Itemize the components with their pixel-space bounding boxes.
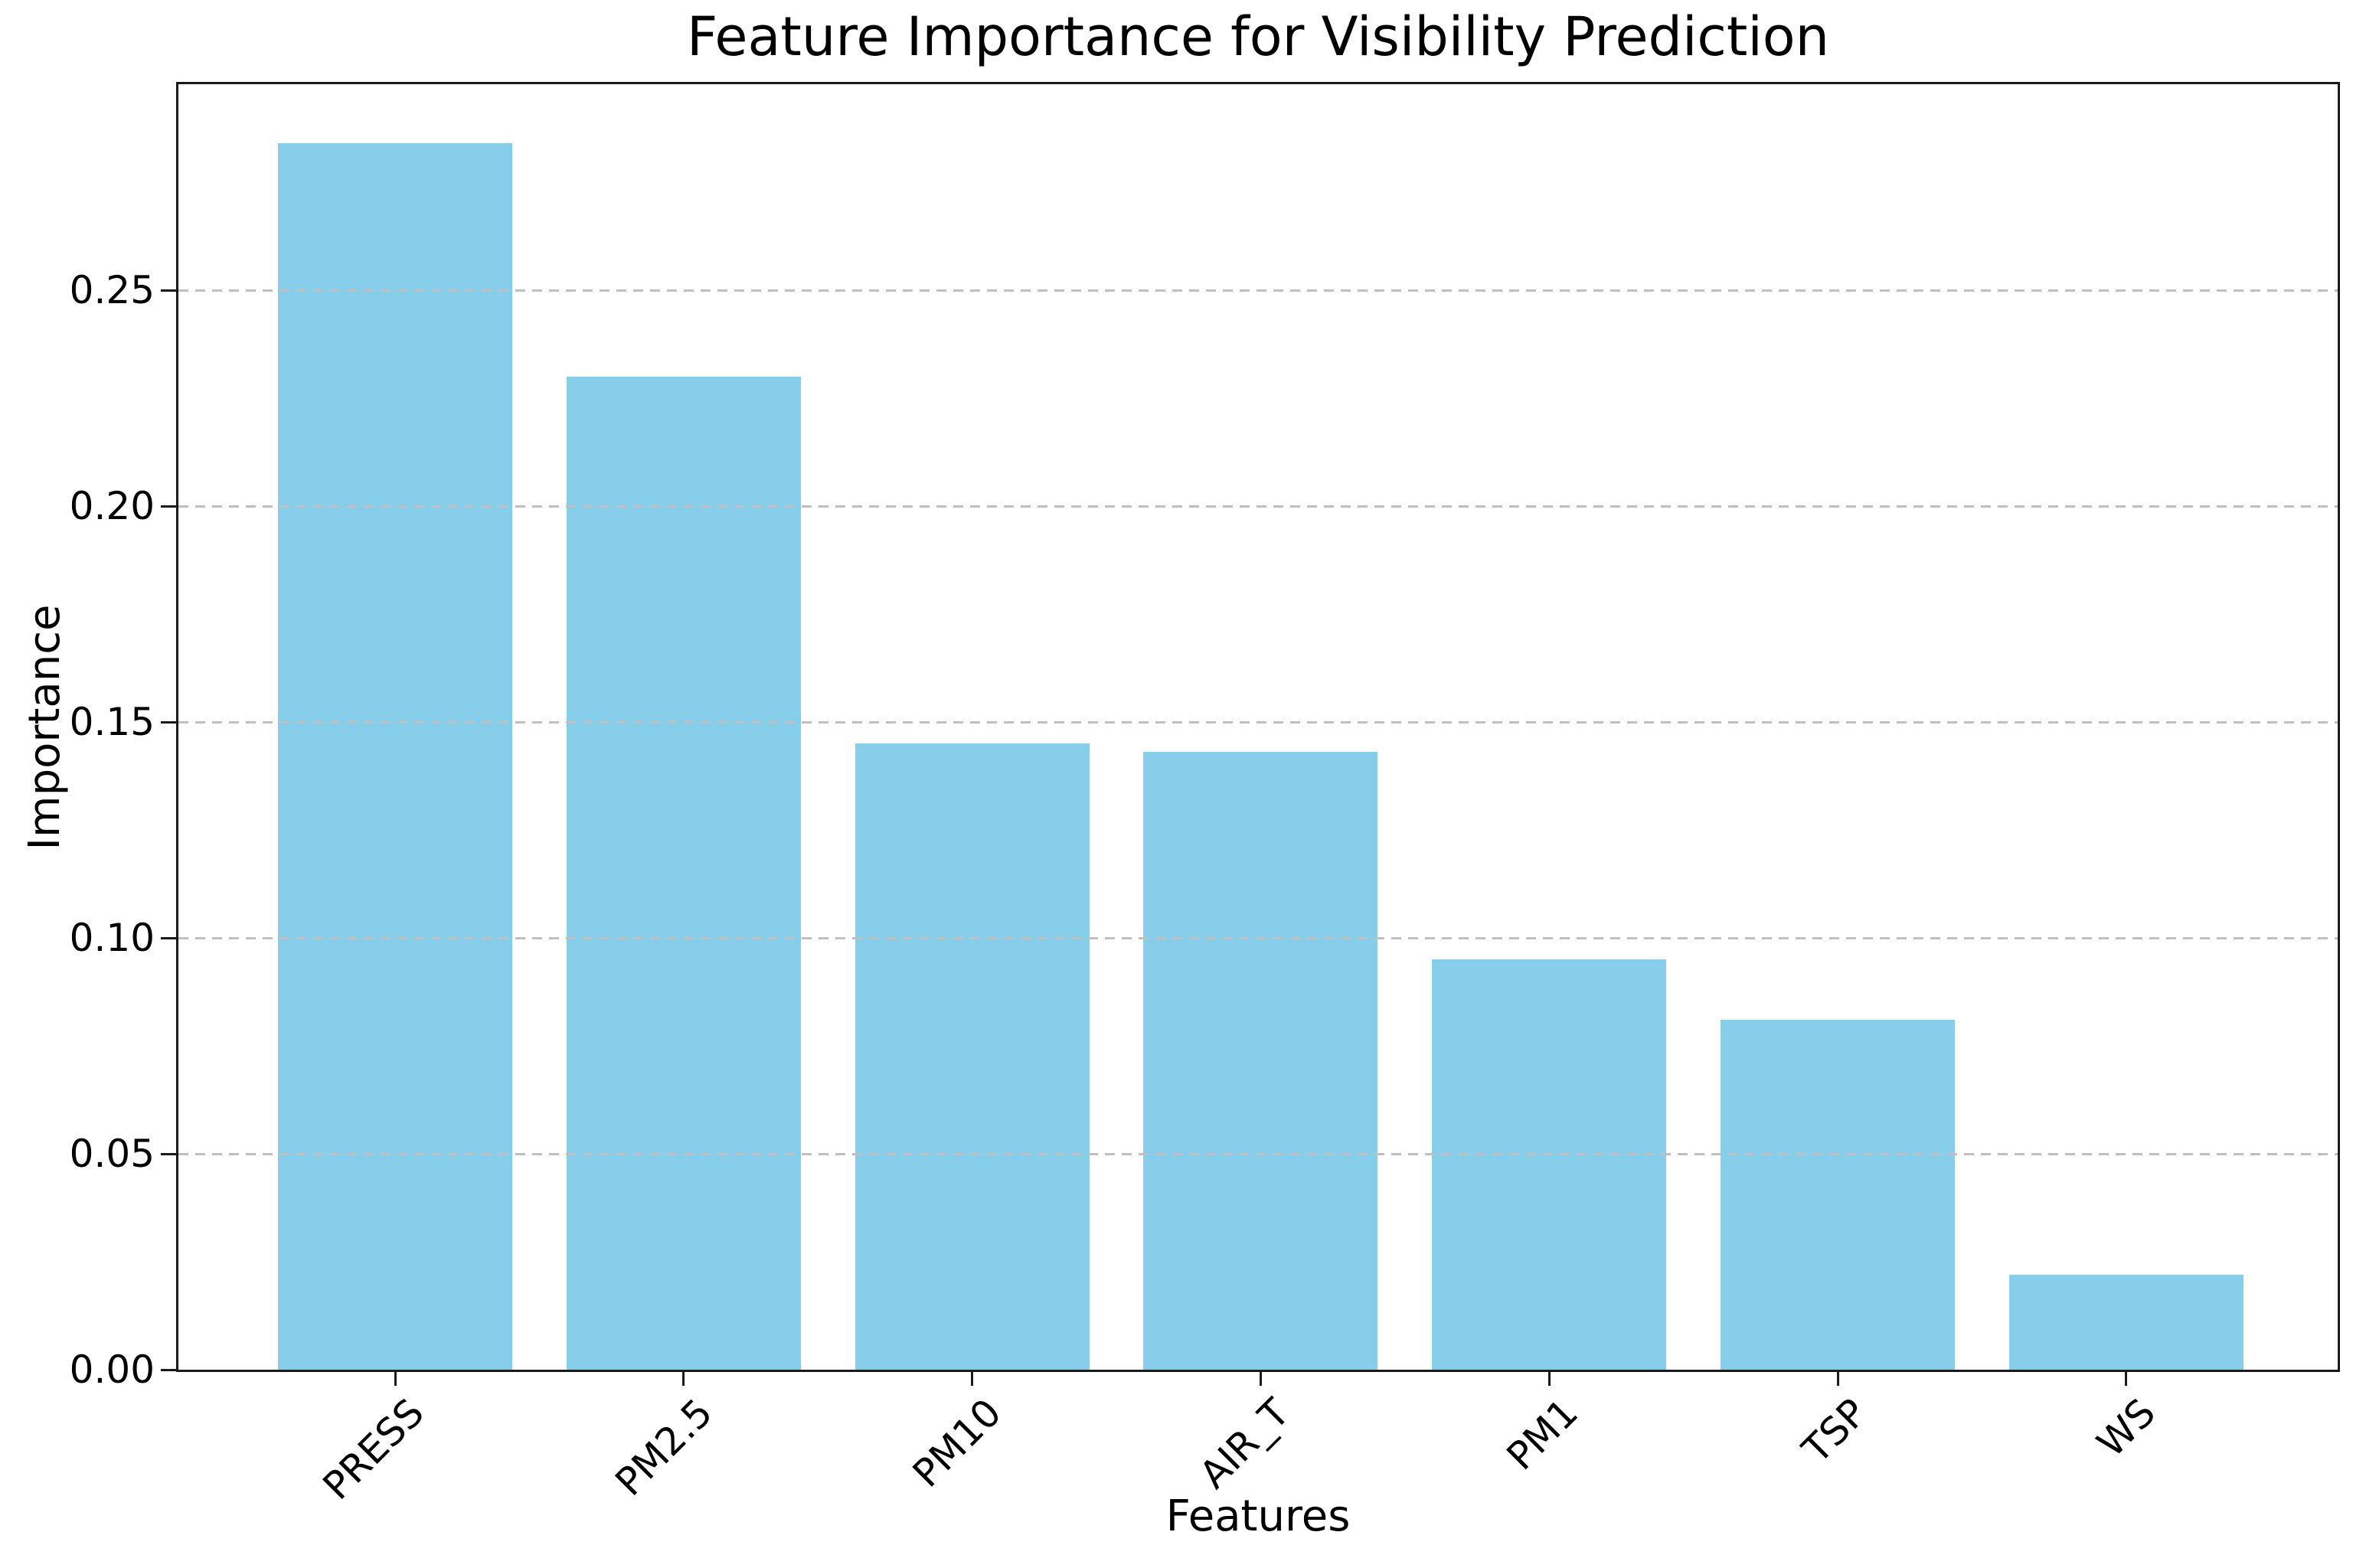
y-tick-0.05 bbox=[161, 1152, 176, 1155]
bar-TSP bbox=[1721, 1020, 1956, 1370]
gridline-0.05 bbox=[178, 1153, 2338, 1155]
x-tick-label-TSP: TSP bbox=[1793, 1390, 1876, 1472]
x-tick-TSP bbox=[1836, 1372, 1839, 1386]
x-tick-AIR_T bbox=[1259, 1372, 1262, 1386]
y-tick-0.00 bbox=[161, 1368, 176, 1371]
chart-title: Feature Importance for Visibility Predic… bbox=[686, 5, 1829, 68]
x-tick-PM10 bbox=[971, 1372, 974, 1386]
y-tick-0.10 bbox=[161, 936, 176, 939]
y-tick-label-0.10: 0.10 bbox=[69, 916, 155, 960]
y-tick-0.20 bbox=[161, 505, 176, 508]
x-tick-PM1 bbox=[1547, 1372, 1551, 1386]
gridline-0.25 bbox=[178, 289, 2338, 292]
y-tick-0.15 bbox=[161, 720, 176, 724]
x-tick-PM2.5 bbox=[682, 1372, 685, 1386]
x-tick-label-PM2.5: PM2.5 bbox=[606, 1390, 721, 1504]
y-axis-label: Importance bbox=[20, 604, 70, 851]
y-tick-label-0.00: 0.00 bbox=[69, 1348, 155, 1392]
bar-AIR_T bbox=[1143, 752, 1378, 1370]
y-tick-label-0.25: 0.25 bbox=[69, 268, 155, 312]
y-tick-0.25 bbox=[161, 289, 176, 292]
x-tick-label-PM1: PM1 bbox=[1498, 1390, 1587, 1479]
bar-PM10 bbox=[855, 743, 1090, 1370]
x-tick-label-AIR_T: AIR_T bbox=[1191, 1390, 1299, 1498]
bar-WS bbox=[2008, 1274, 2244, 1370]
gridline-0.15 bbox=[178, 721, 2338, 724]
bar-PM1 bbox=[1432, 959, 1667, 1370]
gridline-0.20 bbox=[178, 505, 2338, 508]
gridline-0.10 bbox=[178, 937, 2338, 939]
bar-PRESS bbox=[278, 143, 512, 1370]
x-axis-label: Features bbox=[1165, 1491, 1351, 1541]
y-tick-label-0.05: 0.05 bbox=[69, 1132, 155, 1176]
y-tick-label-0.20: 0.20 bbox=[69, 484, 155, 528]
x-tick-WS bbox=[2125, 1372, 2128, 1386]
x-tick-PRESS bbox=[394, 1372, 397, 1386]
x-tick-label-PM10: PM10 bbox=[904, 1390, 1010, 1496]
plot-area bbox=[176, 82, 2340, 1372]
bar-PM2.5 bbox=[566, 376, 801, 1370]
x-tick-label-PRESS: PRESS bbox=[314, 1390, 433, 1509]
x-tick-label-WS: WS bbox=[2088, 1390, 2164, 1466]
y-tick-label-0.15: 0.15 bbox=[69, 700, 155, 744]
